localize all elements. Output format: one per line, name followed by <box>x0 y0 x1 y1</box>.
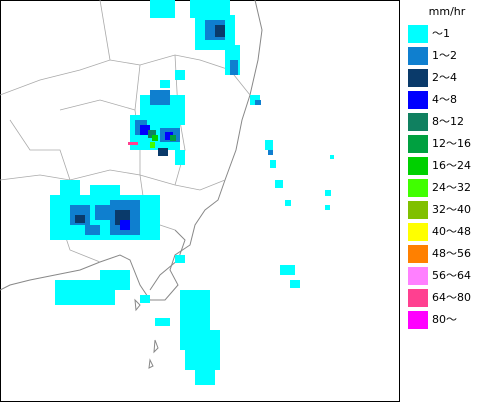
rain-echo <box>140 125 150 135</box>
legend-label: 2～4 <box>432 71 457 84</box>
rain-echo <box>330 155 334 159</box>
rain-echo <box>280 265 295 275</box>
rain-echo <box>290 280 300 288</box>
legend-swatch <box>408 135 428 153</box>
rain-echo <box>60 180 80 195</box>
rain-echo <box>128 142 138 145</box>
legend-label: ～1 <box>432 27 450 40</box>
legend-label: 8～12 <box>432 115 464 128</box>
rain-echo <box>150 142 155 148</box>
legend-swatch <box>408 157 428 175</box>
rain-echo <box>150 90 170 105</box>
legend-swatch <box>408 91 428 109</box>
rain-echo <box>160 80 170 88</box>
legend-swatch <box>408 179 428 197</box>
rain-echo <box>195 360 215 385</box>
legend-swatch <box>408 201 428 219</box>
legend: ～1 1～2 2～4 4～8 8～12 12～16 16～24 24～32 32～40 40～48… <box>408 25 471 329</box>
legend-label: 24～32 <box>432 181 471 194</box>
rain-echo <box>270 160 276 168</box>
legend-label: 40～48 <box>432 225 471 238</box>
legend-label: 48～56 <box>432 247 471 260</box>
legend-unit: mm/hr <box>429 5 466 18</box>
rain-echo <box>150 0 175 18</box>
rain-echo <box>140 295 150 303</box>
rain-echo <box>120 220 130 230</box>
legend-swatch <box>408 267 428 285</box>
legend-label: 80～ <box>432 313 457 326</box>
legend-swatch <box>408 47 428 65</box>
rain-echo <box>230 60 238 75</box>
rain-echo <box>285 200 291 206</box>
rain-echo <box>158 148 168 156</box>
rain-echo <box>85 225 100 235</box>
rain-echo <box>325 205 330 210</box>
legend-label: 4～8 <box>432 93 457 106</box>
legend-label: 64～80 <box>432 291 471 304</box>
rain-echo <box>175 150 185 165</box>
rain-echo <box>75 215 85 223</box>
rain-echo <box>215 25 225 37</box>
legend-swatch <box>408 311 428 329</box>
rain-echo <box>152 135 158 141</box>
rain-echo <box>325 190 331 196</box>
legend-swatch <box>408 245 428 263</box>
rain-echo <box>268 150 273 155</box>
legend-label: 56～64 <box>432 269 471 282</box>
rain-echo <box>100 270 130 290</box>
rain-echo <box>170 135 176 141</box>
legend-swatch <box>408 113 428 131</box>
legend-label: 1～2 <box>432 49 457 62</box>
legend-swatch <box>408 69 428 87</box>
rain-echoes <box>50 0 334 385</box>
rain-echo <box>190 0 230 18</box>
legend-swatch <box>408 25 428 43</box>
rain-echo <box>155 318 170 326</box>
rain-echo <box>175 70 185 80</box>
legend-label: 12～16 <box>432 137 471 150</box>
legend-label: 16～24 <box>432 159 471 172</box>
legend-swatch <box>408 223 428 241</box>
rain-echo <box>265 140 273 150</box>
rain-echo <box>255 100 261 105</box>
rain-echo <box>165 132 173 140</box>
rain-echo <box>148 130 156 138</box>
rain-echo <box>275 180 283 188</box>
rain-echo <box>175 255 185 263</box>
legend-swatch <box>408 289 428 307</box>
rain-echo <box>70 285 90 300</box>
legend-label: 32～40 <box>432 203 471 216</box>
